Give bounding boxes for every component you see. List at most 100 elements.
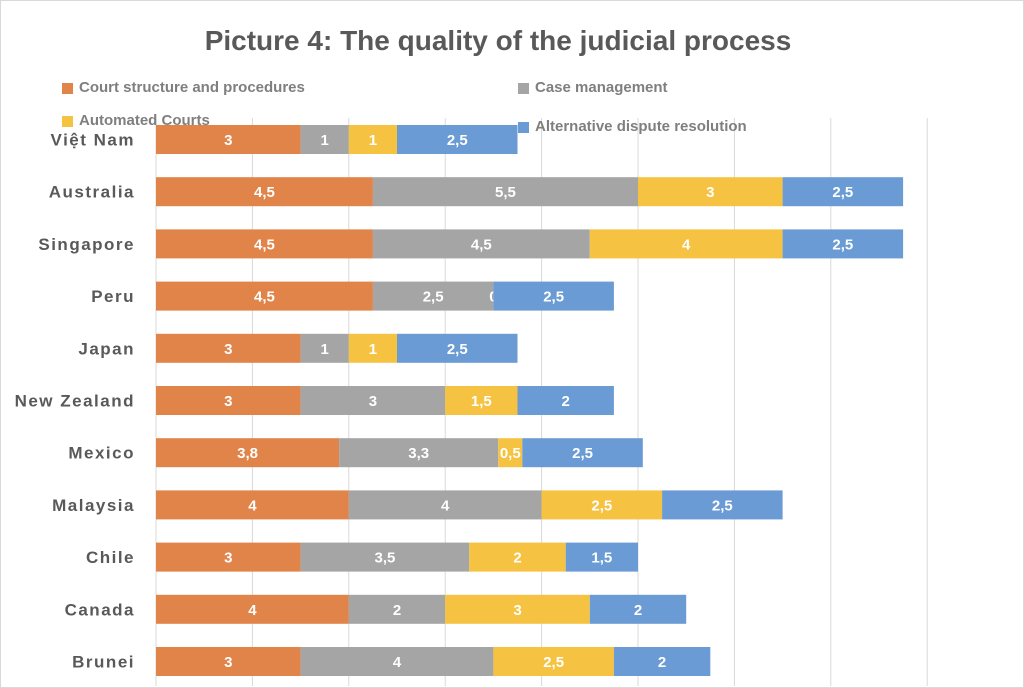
data-label: 1 <box>321 132 329 149</box>
data-label: 4,5 <box>254 236 275 253</box>
bar-segment <box>300 333 349 363</box>
data-label: 3 <box>224 550 232 567</box>
bar-segment <box>156 281 373 311</box>
bar-segment <box>589 229 783 259</box>
category-label: Peru <box>91 287 135 306</box>
data-label: 2 <box>634 602 642 619</box>
bar-segment <box>493 647 614 676</box>
bar-segment <box>348 594 446 624</box>
data-label: 2 <box>393 602 401 619</box>
data-label: 2,5 <box>591 497 612 514</box>
category-label: Mexico <box>68 444 135 463</box>
bar-segment <box>782 177 904 207</box>
data-label: 2,5 <box>543 289 564 306</box>
data-label: 2,5 <box>832 184 853 201</box>
data-label: 3 <box>369 393 377 410</box>
category-label: Chile <box>86 548 135 567</box>
bar-segment <box>300 125 349 154</box>
bar-segment <box>445 594 590 624</box>
bar-segment <box>397 333 518 363</box>
category-label: Japan <box>78 339 135 358</box>
data-label: 3 <box>224 132 232 149</box>
bar-segment <box>156 647 301 676</box>
data-label: 4,5 <box>471 236 492 253</box>
category-label: New Zealand <box>15 392 135 411</box>
bar-segment <box>662 490 783 520</box>
data-label: 4 <box>393 654 402 671</box>
legend-label: Court structure and procedures <box>79 79 305 96</box>
data-label: 2,5 <box>423 289 444 306</box>
bar-segment <box>300 386 446 415</box>
category-labels: Việt Nam Australia Singapore Peru Japan New Z… <box>15 131 135 672</box>
legend-label: Alternative dispute resolution <box>535 118 747 135</box>
data-label: 2,5 <box>447 132 468 149</box>
bar-segment <box>156 333 301 363</box>
bar-segment <box>348 490 542 520</box>
bar-segment <box>156 125 301 154</box>
data-label: 1,5 <box>591 550 612 567</box>
legend-swatch <box>62 116 73 127</box>
bar-segment <box>156 542 301 572</box>
bar-segment <box>522 438 643 468</box>
category-label: Australia <box>49 183 135 202</box>
bars: 3112,54,55,532,54,54,542,54,52,502,53112… <box>156 125 904 676</box>
data-label: 2,5 <box>447 341 468 358</box>
category-label: Việt Nam <box>51 131 135 150</box>
bar-segment <box>156 594 349 624</box>
data-label: 2,5 <box>572 445 593 462</box>
bar-segment <box>348 125 397 154</box>
data-label: 4 <box>248 602 257 619</box>
legend-swatch <box>518 122 529 133</box>
chart-title: Picture 4: The quality of the judicial p… <box>205 25 792 56</box>
bar-segment <box>541 490 663 520</box>
category-label: Brunei <box>72 653 135 672</box>
data-label: 3 <box>224 393 232 410</box>
data-label: 4,5 <box>254 184 275 201</box>
bar-segment <box>156 490 349 520</box>
category-label: Singapore <box>38 235 135 254</box>
data-label: 3 <box>224 654 232 671</box>
bar-segment <box>372 177 638 207</box>
gridlines <box>155 118 928 686</box>
bar-segment <box>372 229 590 259</box>
data-label: 3,3 <box>408 445 429 462</box>
category-label: Canada <box>65 600 135 619</box>
bar-segment <box>445 386 518 415</box>
data-label: 2,5 <box>543 654 564 671</box>
data-label: 1 <box>369 341 377 358</box>
legend: Court structure and procedures Case manag… <box>62 79 747 135</box>
bar-segment <box>348 333 397 363</box>
data-label: 2,5 <box>712 497 733 514</box>
bar-segment <box>339 438 499 468</box>
data-label: 3 <box>513 602 521 619</box>
bar-segment <box>469 542 566 572</box>
legend-label: Automated Courts <box>79 112 210 129</box>
bar-segment <box>613 647 711 676</box>
bar-segment <box>300 542 470 572</box>
bar-segment <box>638 177 783 207</box>
data-label: 2 <box>562 393 570 410</box>
data-label: 1 <box>369 132 377 149</box>
bar-segment <box>517 386 614 415</box>
data-label: 3 <box>224 341 232 358</box>
bar-segment <box>300 647 494 676</box>
bar-segment <box>156 229 373 259</box>
data-label: 3 <box>706 184 714 201</box>
data-label: 1 <box>321 341 329 358</box>
data-label: 3,8 <box>237 445 258 462</box>
bar-segment <box>156 438 340 468</box>
bar-segment <box>493 281 614 311</box>
data-label: 4 <box>441 497 450 514</box>
legend-swatch <box>62 83 73 94</box>
bar-segment <box>782 229 904 259</box>
bar-segment <box>498 438 523 468</box>
bar-segment <box>156 177 373 207</box>
data-label: 2 <box>658 654 666 671</box>
bar-segment <box>589 594 687 624</box>
data-label: 3,5 <box>375 550 396 567</box>
data-label: 1,5 <box>471 393 492 410</box>
legend-swatch <box>518 83 529 94</box>
category-label: Malaysia <box>52 496 135 515</box>
data-label: 5,5 <box>495 184 516 201</box>
